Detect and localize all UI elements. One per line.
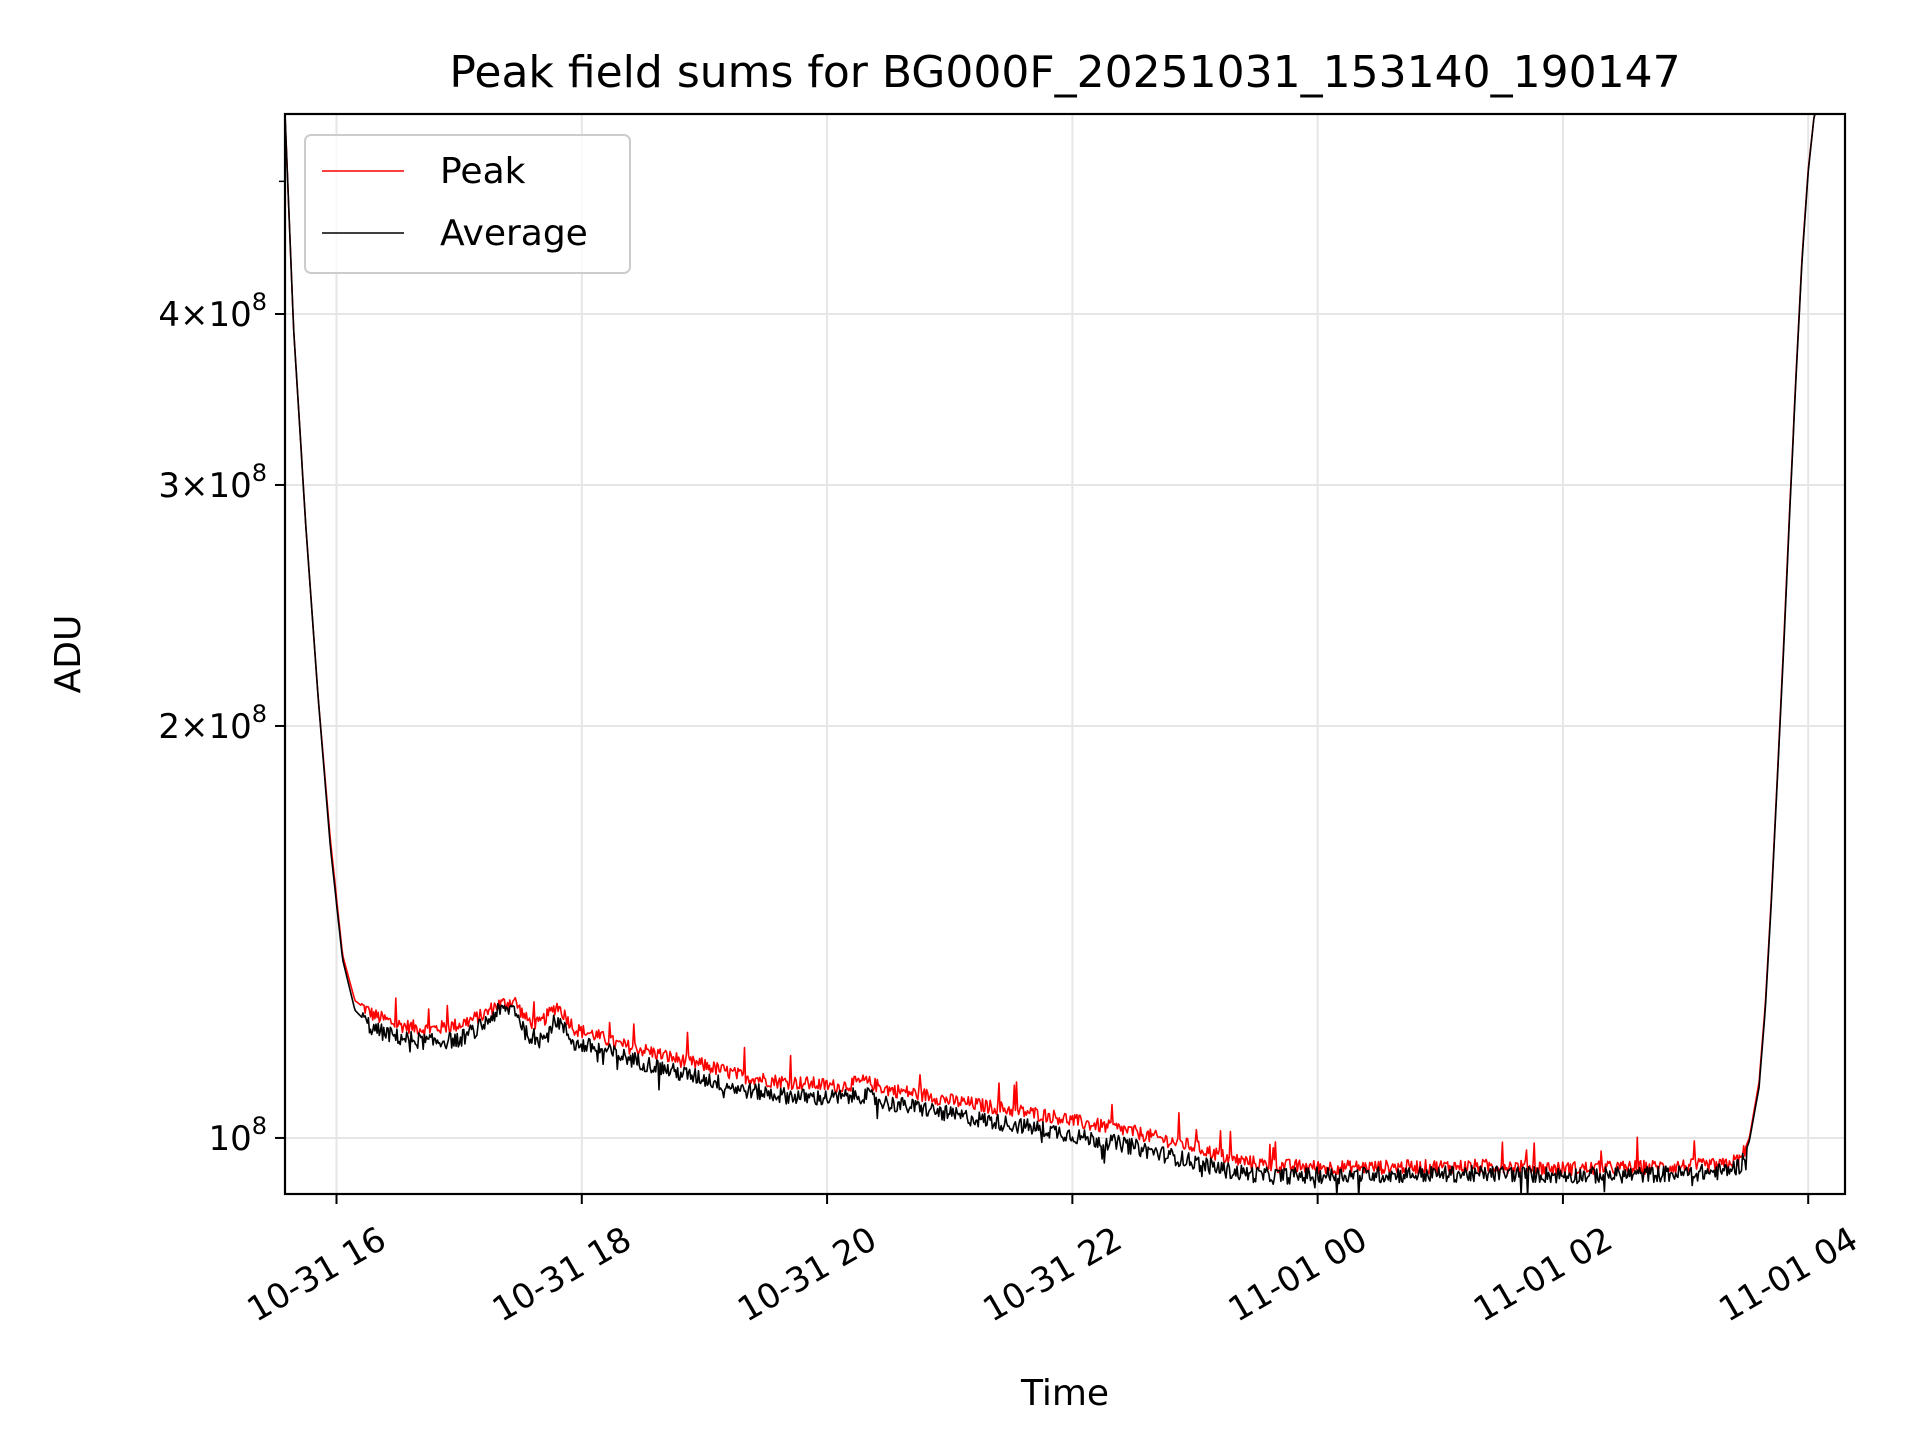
y-axis: 108 2×108 3×108 4×108 (158, 180, 285, 1159)
x-axis-label: Time (1020, 1373, 1109, 1414)
grid-lines (285, 114, 1845, 1194)
y-axis-label: ADU (48, 615, 89, 694)
y-tick-label: 108 (208, 1112, 267, 1159)
series-group (285, 114, 1821, 1194)
average-series-line (285, 114, 1821, 1194)
legend-label-peak: Peak (440, 151, 526, 192)
y-tick-label: 4×108 (158, 288, 267, 335)
y-tick-label: 3×108 (158, 459, 267, 506)
legend-label-average: Average (440, 213, 588, 254)
legend: Peak Average (304, 134, 631, 274)
legend-frame (304, 134, 631, 274)
y-tick-label: 2×108 (158, 700, 267, 747)
plot-frame (283, 112, 1847, 1196)
chart-title: Peak field sums for BG000F_20251031_1531… (449, 47, 1680, 98)
